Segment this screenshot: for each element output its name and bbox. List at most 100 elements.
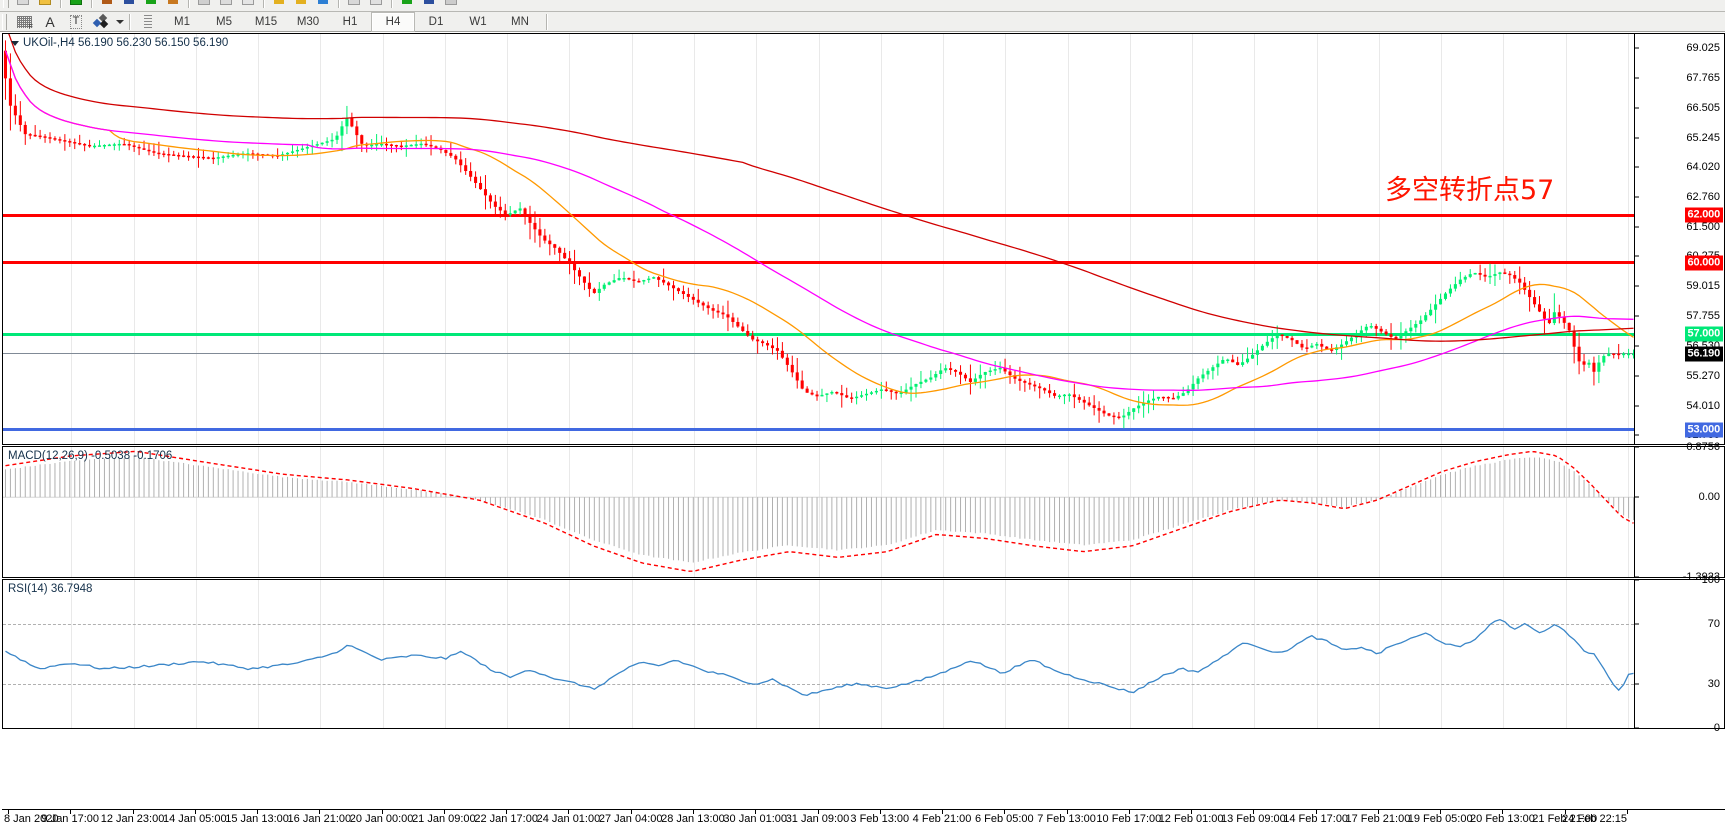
toolbar-grip[interactable] xyxy=(2,13,7,30)
price-level-line[interactable] xyxy=(3,353,1634,355)
time-gridline xyxy=(1441,580,1443,728)
axis-tick xyxy=(1635,434,1639,436)
price-plot[interactable] xyxy=(3,34,1634,444)
time-gridline xyxy=(631,580,633,728)
time-gridline xyxy=(1316,447,1318,577)
text-box-icon[interactable]: T xyxy=(63,13,89,31)
rsi-axis[interactable]: 100 70 30 0 xyxy=(1634,574,1724,734)
time-axis[interactable]: 8 Jan 2020 9 Jan 17:00 12 Jan 23:00 14 Jan … xyxy=(2,809,1725,832)
time-axis-label: 21 Jan 09:00 xyxy=(412,813,476,825)
arrows-icon[interactable] xyxy=(418,0,440,10)
timeframe-m15[interactable]: M15 xyxy=(254,15,278,28)
rsi-plot[interactable] xyxy=(3,580,1634,728)
timeframe-h1[interactable]: H1 xyxy=(342,15,358,28)
time-gridline xyxy=(195,580,197,728)
price-level-badge[interactable]: 56.190 xyxy=(1684,346,1723,362)
price-level-badge[interactable]: 53.000 xyxy=(1684,422,1723,438)
time-axis-label: 17 Feb 21:00 xyxy=(1345,813,1411,825)
bar-chart-icon[interactable] xyxy=(96,0,118,10)
chevron-down-icon[interactable] xyxy=(11,40,19,46)
autoscroll-icon[interactable] xyxy=(440,0,462,10)
timeframe-h4[interactable]: H4 xyxy=(371,11,415,32)
time-gridline xyxy=(943,447,945,577)
time-gridline xyxy=(133,34,135,444)
time-gridline xyxy=(818,34,820,444)
price-level-line[interactable] xyxy=(3,261,1634,265)
price-level-badge[interactable]: 62.000 xyxy=(1684,207,1723,223)
macd-plot[interactable] xyxy=(3,447,1634,577)
text-label-icon-label: A xyxy=(45,13,55,30)
time-gridline xyxy=(1067,447,1069,577)
new-chart-icon[interactable] xyxy=(12,0,34,10)
open-folder-icon[interactable] xyxy=(34,0,56,10)
price-level-badge[interactable]: 60.000 xyxy=(1684,255,1723,271)
timeframe-m5[interactable]: M5 xyxy=(216,15,232,28)
objects-icon[interactable] xyxy=(89,13,115,31)
timeframe-m30[interactable]: M30 xyxy=(296,15,320,28)
axis-tick xyxy=(1635,623,1639,625)
axis-tick-label: 0.8756 xyxy=(1686,441,1720,453)
price-pane[interactable]: 69.025 67.765 66.505 65.245 64.020 62.760 61.5… xyxy=(2,33,1725,445)
time-gridline xyxy=(1067,34,1069,444)
timeframe-w1[interactable]: W1 xyxy=(469,15,487,28)
price-level-badge[interactable]: 57.000 xyxy=(1684,326,1723,342)
time-gridline xyxy=(258,447,260,577)
timeframe-d1[interactable]: D1 xyxy=(428,15,444,28)
ruler-icon[interactable] xyxy=(135,13,161,31)
timeframe-m1[interactable]: M1 xyxy=(174,15,190,28)
price-level-line[interactable] xyxy=(3,428,1634,432)
grid-glyph xyxy=(16,15,32,28)
axis-tick-label: 65.245 xyxy=(1686,131,1720,144)
time-gridline xyxy=(693,447,695,577)
trendline-icon[interactable] xyxy=(312,0,334,10)
shapes-icon[interactable] xyxy=(396,0,418,10)
axis-tick xyxy=(1635,576,1639,578)
ma-orange-line xyxy=(4,50,1634,406)
time-gridline xyxy=(320,580,322,728)
time-gridline xyxy=(444,580,446,728)
axis-tick xyxy=(1635,47,1639,49)
profiles-icon[interactable] xyxy=(65,0,87,10)
time-gridline xyxy=(133,580,135,728)
axis-tick-label: 59.015 xyxy=(1686,280,1720,293)
time-axis-label: 19 Feb 05:00 xyxy=(1407,813,1473,825)
time-gridline xyxy=(133,447,135,577)
time-gridline xyxy=(1378,34,1380,444)
time-gridline xyxy=(1192,580,1194,728)
price-level-line[interactable] xyxy=(3,213,1634,217)
periods-icon[interactable] xyxy=(215,0,237,10)
indicators-icon[interactable] xyxy=(193,0,215,10)
time-gridline xyxy=(1503,447,1505,577)
channel-icon[interactable] xyxy=(343,0,365,10)
axis-tick-label: 70 xyxy=(1707,618,1720,631)
crosshair-grid-icon[interactable]: F xyxy=(11,13,37,31)
timeframe-mn[interactable]: MN xyxy=(511,15,529,28)
time-gridline xyxy=(569,580,571,728)
candle-chart-icon[interactable] xyxy=(118,0,140,10)
toolbar-separator xyxy=(60,0,61,8)
symbol-header[interactable]: UKOil-,H4 56.190 56.230 56.150 56.190 xyxy=(11,37,228,49)
time-axis-label: 13 Feb 09:00 xyxy=(1220,813,1286,825)
toolbar-grip[interactable] xyxy=(3,0,9,8)
price-axis[interactable]: 69.025 67.765 66.505 65.245 64.020 62.760 61.5… xyxy=(1634,34,1724,444)
chevron-down-icon[interactable] xyxy=(116,19,124,24)
fibonacci-icon[interactable] xyxy=(365,0,387,10)
zoom-icon[interactable] xyxy=(162,0,184,10)
time-axis-label: 12 Jan 23:00 xyxy=(100,813,165,825)
cursor-icon[interactable] xyxy=(268,0,290,10)
time-gridline xyxy=(195,447,197,577)
crosshair-icon[interactable] xyxy=(290,0,312,10)
chart-area[interactable]: 69.025 67.765 66.505 65.245 64.020 62.760 61.5… xyxy=(0,33,1725,832)
price-level-line[interactable] xyxy=(3,332,1634,336)
macd-axis[interactable]: 0.8756 0.00 -1.3923 xyxy=(1634,441,1724,583)
line-chart-icon[interactable] xyxy=(140,0,162,10)
macd-pane[interactable]: 0.8756 0.00 -1.3923 MACD(12,26,9) -0.5038 … xyxy=(2,441,1725,583)
text-label-icon[interactable]: A xyxy=(37,13,63,31)
ma-red-line xyxy=(8,34,1634,342)
rsi-pane[interactable]: 100 70 30 0 RSI(14) 36.7948 xyxy=(2,574,1725,734)
time-gridline xyxy=(631,447,633,577)
time-gridline xyxy=(756,447,758,577)
templates-icon[interactable] xyxy=(237,0,259,10)
time-gridline xyxy=(1628,580,1629,728)
